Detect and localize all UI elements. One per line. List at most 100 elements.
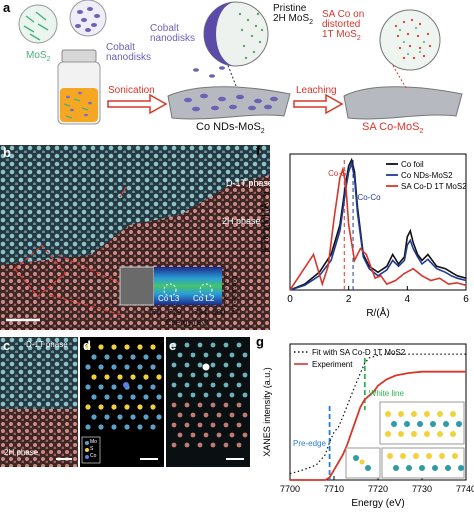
haadf-image-c xyxy=(0,337,78,467)
co-atom-bright xyxy=(202,363,210,371)
atom xyxy=(197,362,203,368)
atom xyxy=(236,422,242,428)
sonication-arrow xyxy=(107,93,168,115)
atom xyxy=(137,384,143,390)
atom xyxy=(184,362,190,368)
atom xyxy=(137,404,143,410)
plot-frame xyxy=(289,153,467,291)
atom xyxy=(190,352,196,358)
atom xyxy=(150,364,156,370)
atom xyxy=(197,382,203,388)
structure-inset-top xyxy=(379,401,465,445)
series-line xyxy=(289,166,467,291)
panel-label-a: a xyxy=(3,0,11,15)
atom xyxy=(223,402,229,408)
inset-ytick: 8 xyxy=(224,274,228,280)
atom xyxy=(104,374,110,380)
atom xyxy=(229,412,235,418)
sa-co-mos2-sheet xyxy=(343,86,463,120)
annotation-co-co: Co-Co xyxy=(357,193,381,202)
d-legend-s: S xyxy=(90,446,94,452)
atom xyxy=(156,414,162,420)
atom xyxy=(98,344,104,350)
atom xyxy=(150,384,156,390)
atom xyxy=(197,422,203,428)
x-tick-label: 7700 xyxy=(280,484,300,494)
atom xyxy=(104,394,110,400)
atom xyxy=(111,424,117,430)
atom xyxy=(124,344,130,350)
atom xyxy=(184,442,190,448)
atom xyxy=(111,384,117,390)
panel-label-g: g xyxy=(256,334,264,349)
annotation-white-line: White line xyxy=(369,389,405,398)
x-tick-label: 4 xyxy=(405,294,411,305)
atom xyxy=(177,392,183,398)
atom xyxy=(229,372,235,378)
atom xyxy=(124,364,130,370)
atom xyxy=(210,342,216,348)
atom xyxy=(210,362,216,368)
atom xyxy=(171,442,177,448)
atom xyxy=(236,382,242,388)
atom xyxy=(236,442,242,448)
atom xyxy=(137,424,143,430)
atom xyxy=(223,342,229,348)
atom xyxy=(190,412,196,418)
atom xyxy=(150,424,156,430)
co-atom xyxy=(123,382,129,388)
atom xyxy=(242,432,248,438)
atom xyxy=(104,414,110,420)
atom xyxy=(137,364,143,370)
sa-co-1t-mos2-icon xyxy=(379,9,441,71)
atom xyxy=(150,344,156,350)
structure-inset-right xyxy=(381,447,465,479)
atom xyxy=(203,412,209,418)
legend-label: Co foil xyxy=(401,160,424,169)
atom xyxy=(117,374,123,380)
legend-label: Experiment xyxy=(312,360,353,369)
atom xyxy=(124,424,130,430)
x-axis-label: Energy (eV) xyxy=(351,498,404,509)
sonication-label: Sonication xyxy=(108,85,155,96)
cobalt-label-left: Cobalt nanodisks xyxy=(106,42,152,63)
d-legend-mo: Mo xyxy=(90,439,97,445)
legend-label: Co NDs-MoS2 xyxy=(401,171,453,180)
atom xyxy=(130,354,136,360)
inset-ylabel: Distance (Å) xyxy=(230,276,237,315)
atom xyxy=(117,394,123,400)
atom xyxy=(223,422,229,428)
atom xyxy=(130,414,136,420)
atom xyxy=(216,432,222,438)
atom xyxy=(216,352,222,358)
atom xyxy=(91,354,97,360)
c-phase-1t-label: D-1T phase xyxy=(26,340,68,349)
series-line xyxy=(290,370,466,481)
atom xyxy=(85,424,91,430)
atom xyxy=(190,432,196,438)
atom xyxy=(190,392,196,398)
atom xyxy=(229,432,235,438)
pristine-label: Pristine 2H MoS2 xyxy=(273,3,314,27)
xanes-chart: 7700 7710 7720 7730 7740 Energy (eV) XANES int… xyxy=(262,343,474,509)
atom xyxy=(91,394,97,400)
atom xyxy=(111,364,117,370)
atom xyxy=(236,362,242,368)
atom xyxy=(98,424,104,430)
atom xyxy=(184,402,190,408)
inset-ytick: 0 xyxy=(224,302,228,308)
x-tick-label: 7730 xyxy=(412,484,432,494)
x-tick-label: 7740 xyxy=(456,484,474,494)
legend-label: Fit with SA Co-D 1T MoS2 xyxy=(312,348,406,357)
atom xyxy=(203,372,209,378)
atom xyxy=(111,404,117,410)
product2-label: SA Co-MoS2 xyxy=(362,121,424,136)
atom xyxy=(143,354,149,360)
atom xyxy=(203,432,209,438)
eels-inset-cube xyxy=(119,266,155,306)
atom xyxy=(143,414,149,420)
cobalt-label-mid: Cobalt nanodisks xyxy=(150,23,196,44)
atom xyxy=(184,422,190,428)
atom xyxy=(223,362,229,368)
panel-label-b: b xyxy=(3,145,11,160)
